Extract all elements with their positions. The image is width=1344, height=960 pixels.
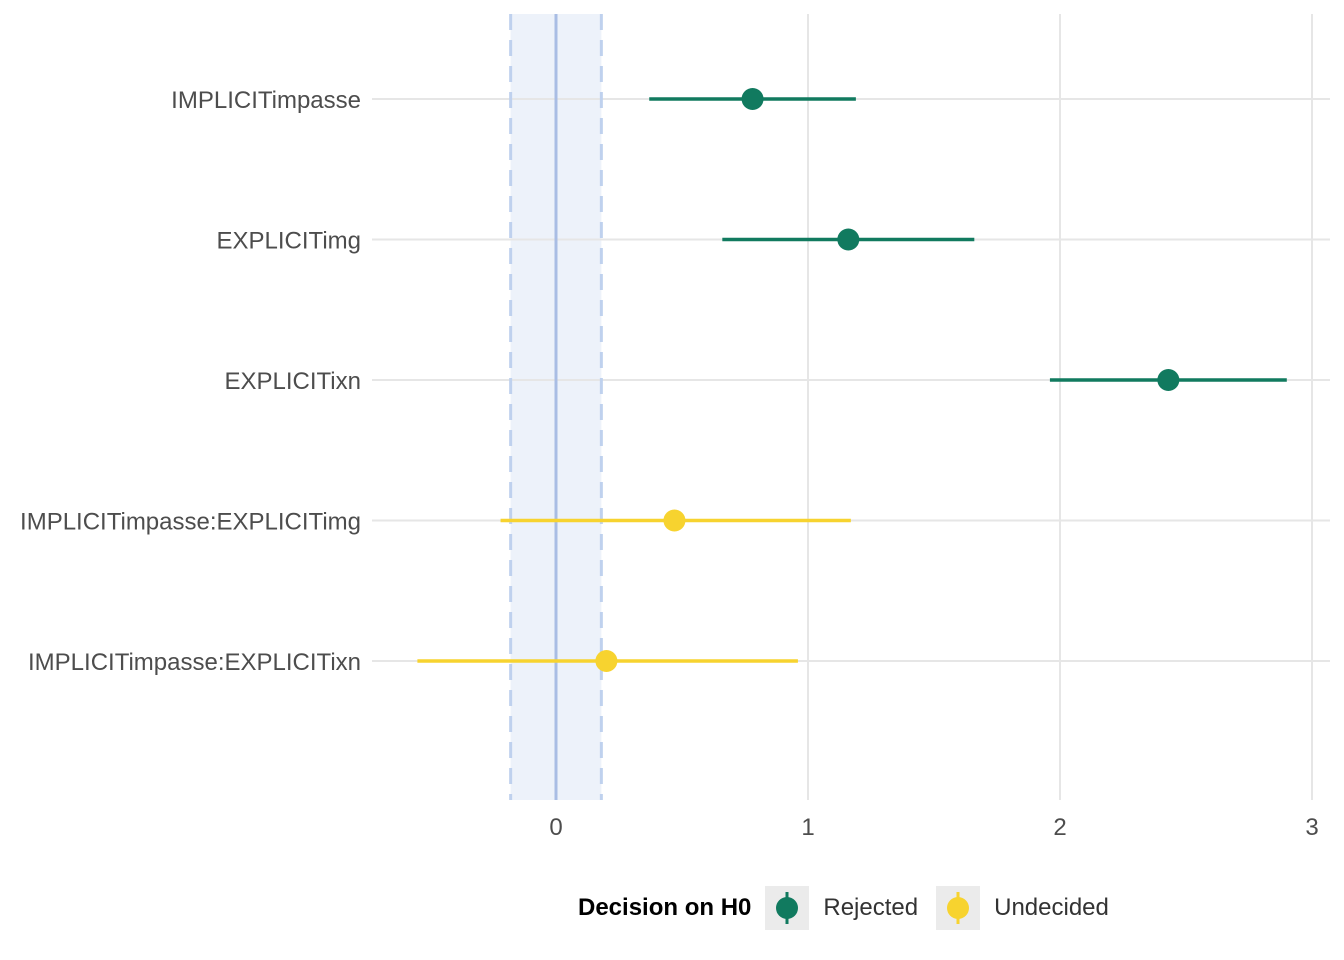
legend-key-rejected xyxy=(765,886,810,930)
x-tick-label: 0 xyxy=(549,814,562,841)
point-IMPLICITimpasse xyxy=(741,88,764,110)
x-tick-label: 2 xyxy=(1053,814,1066,841)
y-tick-label: EXPLICITixn xyxy=(225,368,362,395)
point-IMPLICITimpasse:EXPLICITimg xyxy=(663,509,686,532)
y-tick-label: EXPLICITimg xyxy=(217,228,361,255)
legend-label-rejected: Rejected xyxy=(823,894,919,921)
x-tick-label: 1 xyxy=(801,814,814,841)
point-IMPLICITimpasse:EXPLICITixn xyxy=(595,650,618,672)
y-tick-label: IMPLICITimpasse:EXPLICITimg xyxy=(20,509,361,536)
legend-label-undecided: Undecided xyxy=(994,894,1109,921)
legend-key-undecided xyxy=(936,886,981,930)
y-tick-label: IMPLICITimpasse:EXPLICITixn xyxy=(28,649,361,676)
legend-title: Decision on H0 xyxy=(578,894,752,921)
y-tick-label: IMPLICITimpasse xyxy=(171,87,361,114)
point-EXPLICITixn xyxy=(1157,369,1180,391)
point-EXPLICITimg xyxy=(837,228,860,251)
legend: Decision on H0 Rejected Undecided xyxy=(578,884,1127,932)
x-tick-label: 3 xyxy=(1305,814,1318,841)
